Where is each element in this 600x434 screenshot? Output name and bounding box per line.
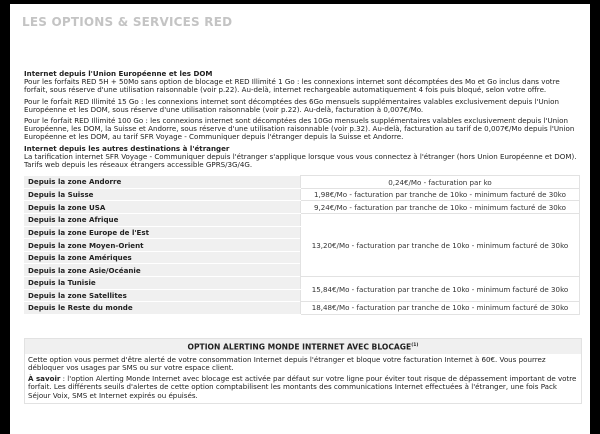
zone-cell: Depuis la zone Europe de l'Est [24, 226, 301, 240]
page: LES OPTIONS & SERVICES RED Internet depu… [10, 4, 590, 434]
alert-note-text: : l'option Alerting Monde Internet avec … [28, 374, 577, 400]
zone-cell: Depuis le Reste du monde [24, 301, 301, 315]
zone-cell: Depuis la zone Afrique [24, 213, 301, 227]
zone-cell: Depuis la zone Asie/Océanie [24, 263, 301, 277]
zone-cell: Depuis la zone Moyen-Orient [24, 238, 301, 252]
rate-cell: 15,84€/Mo - facturation par tranche de 1… [300, 275, 580, 303]
content: Internet depuis l'Union Européenne et le… [24, 69, 580, 315]
table-row: Depuis le Reste du monde 18,48€/Mo - fact… [24, 301, 580, 315]
table-row: Depuis la zone Asie/Océanie [24, 263, 580, 277]
zone-cell: Depuis la zone Satellites [24, 289, 301, 303]
table-row: Depuis la Tunisie 15,84€/Mo - facturation… [24, 275, 580, 303]
footnote-ref: (1) [411, 343, 419, 348]
alert-paragraph-2: À savoir : l'option Alerting Monde Inter… [28, 374, 578, 400]
table-row: Depuis la Suisse 1,98€/Mo - facturation p… [24, 187, 580, 202]
alert-heading: OPTION ALERTING MONDE INTERNET AVEC BLOC… [25, 339, 581, 354]
abroad-paragraph: La tarification internet SFR Voyage - Co… [24, 151, 577, 170]
table-row: Depuis la zone Andorre 0,24€/Mo - factura… [24, 175, 580, 189]
table-row: Depuis la zone Europe de l'Est [24, 226, 580, 240]
zone-cell: Depuis la zone Andorre [24, 175, 301, 189]
table-row: Depuis la zone Afrique 13,20€/Mo - factur… [24, 213, 580, 277]
table-row: Depuis la zone USA 9,24€/Mo - facturation… [24, 200, 580, 214]
alerting-option-box: OPTION ALERTING MONDE INTERNET AVEC BLOC… [24, 338, 582, 404]
zone-cell: Depuis la Suisse [24, 188, 301, 202]
rates-table: Depuis la zone Andorre 0,24€/Mo - factura… [24, 175, 580, 315]
eu-paragraph-3: Pour le forfait RED Illimité 100 Go : le… [24, 116, 575, 142]
rate-cell: 1,98€/Mo - facturation par tranche de 10… [300, 187, 580, 202]
rate-cell: 9,24€/Mo - facturation par tranche de 10… [300, 200, 580, 214]
table-row: Depuis la zone Satellites [24, 289, 580, 303]
page-title: LES OPTIONS & SERVICES RED [22, 15, 233, 29]
eu-heading: Internet depuis l'Union Européenne et le… [24, 69, 213, 78]
alert-note-label: À savoir [28, 374, 61, 384]
rate-cell: 18,48€/Mo - facturation par tranche de 1… [300, 301, 580, 315]
alert-paragraph-1: Cette option vous permet d'être alerté d… [28, 354, 546, 372]
rate-cell: 0,24€/Mo - facturation par ko [300, 175, 580, 189]
zone-cell: Depuis la Tunisie [24, 276, 301, 290]
alert-heading-text: OPTION ALERTING MONDE INTERNET AVEC BLOC… [187, 342, 412, 352]
table-row: Depuis la zone Amériques [24, 251, 580, 265]
table-row: Depuis la zone Moyen-Orient [24, 238, 580, 252]
zone-cell: Depuis la zone USA [24, 200, 301, 214]
eu-paragraph-1: Pour les forfaits RED 5H + 50Mo sans opt… [24, 77, 560, 95]
abroad-heading: Internet depuis les autres destinations … [24, 143, 230, 153]
rate-cell: 13,20€/Mo - facturation par tranche de 1… [300, 213, 580, 277]
eu-paragraph-2: Pour le forfait RED Illimité 15 Go : les… [24, 96, 559, 114]
zone-cell: Depuis la zone Amériques [24, 251, 301, 265]
